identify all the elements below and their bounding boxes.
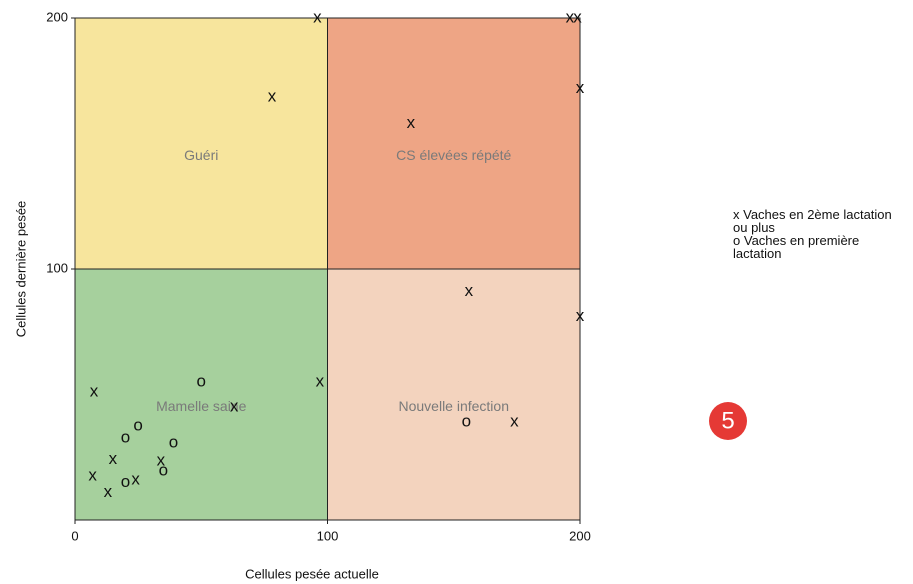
point: x bbox=[510, 412, 519, 431]
quadrant bbox=[327, 17, 581, 270]
legend-label: Vaches en 2ème lactation ou plus bbox=[733, 207, 892, 235]
quadrant bbox=[74, 268, 328, 521]
point: o bbox=[169, 432, 178, 451]
y-tick-label: 200 bbox=[46, 9, 68, 24]
quadrant bbox=[327, 268, 581, 521]
legend-entry: o Vaches en première lactation bbox=[733, 234, 903, 260]
point: x bbox=[566, 7, 575, 26]
legend-marker: o bbox=[733, 233, 741, 248]
point: o bbox=[462, 412, 471, 431]
quadrant-label: Mamelle saine bbox=[156, 398, 246, 414]
point: o bbox=[133, 415, 142, 434]
point: x bbox=[157, 450, 166, 469]
quadrant-label: Guéri bbox=[184, 147, 218, 163]
point: x bbox=[313, 7, 322, 26]
legend-label: Vaches en première lactation bbox=[733, 233, 860, 261]
point: x bbox=[131, 469, 140, 488]
x-tick-label: 0 bbox=[71, 528, 78, 543]
point: o bbox=[159, 461, 168, 480]
point: x bbox=[407, 113, 416, 132]
point: x bbox=[268, 87, 277, 106]
legend: x Vaches en 2ème lactation ou plus o Vach… bbox=[733, 208, 903, 260]
point: o bbox=[197, 371, 206, 390]
x-tick-label: 100 bbox=[317, 528, 339, 543]
point: x bbox=[316, 371, 325, 390]
legend-entry: x Vaches en 2ème lactation ou plus bbox=[733, 208, 903, 234]
badge-circle bbox=[709, 402, 747, 440]
badge: 5 bbox=[721, 407, 734, 434]
point: x bbox=[465, 281, 474, 300]
plot: Guéri CS élevées répété Mamelle saine Nouve… bbox=[46, 7, 591, 543]
x-axis-label: Cellules pesée actuelle bbox=[245, 566, 379, 581]
y-tick-label: 100 bbox=[46, 260, 68, 275]
point: o bbox=[121, 472, 130, 491]
quadrant-label: Nouvelle infection bbox=[398, 398, 509, 414]
point: x bbox=[230, 397, 239, 416]
point: x bbox=[576, 306, 585, 325]
x-tick-label: 200 bbox=[569, 528, 591, 543]
legend-marker: x bbox=[733, 207, 740, 222]
point: x bbox=[573, 7, 582, 26]
point: x bbox=[90, 381, 99, 400]
quadrant-label: CS élevées répété bbox=[396, 147, 511, 163]
point: x bbox=[109, 449, 118, 468]
point: o bbox=[121, 427, 130, 446]
point: x bbox=[104, 482, 113, 501]
y-axis-label: Cellules dernière pesée bbox=[13, 201, 28, 338]
quadrant bbox=[74, 17, 328, 270]
point: x bbox=[576, 78, 585, 97]
point: x bbox=[88, 466, 97, 485]
